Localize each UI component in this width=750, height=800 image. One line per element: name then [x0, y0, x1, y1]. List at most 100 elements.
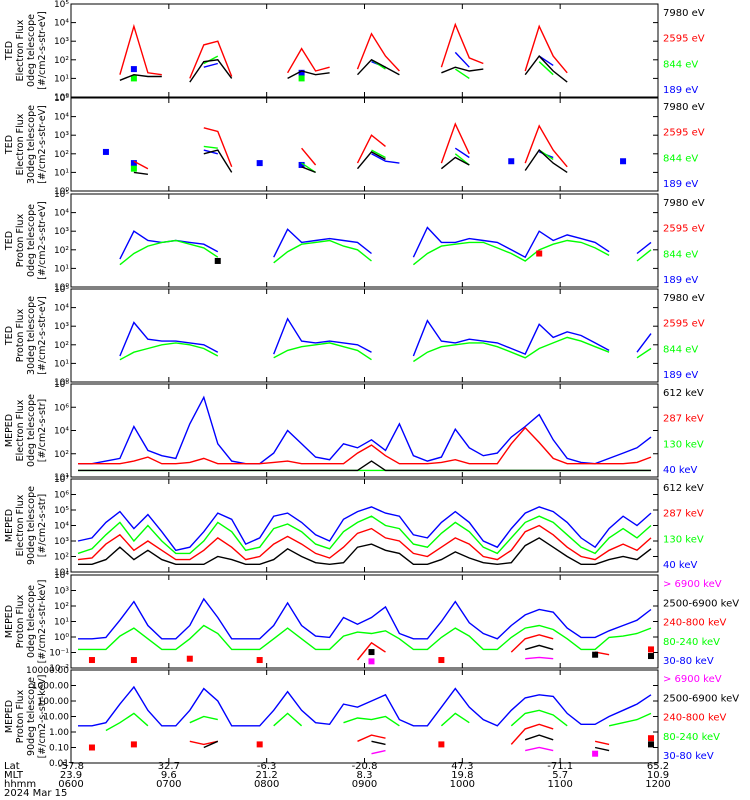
series-point [130, 160, 137, 167]
legend-entry: > 6900 keV [663, 674, 722, 685]
series-line [203, 55, 219, 65]
y-axis-label: 30deg telescope [26, 296, 37, 375]
y-tick-label: 10¹ [54, 264, 69, 274]
series-line [356, 58, 400, 76]
series-line [356, 151, 386, 170]
series-line [343, 715, 400, 727]
series-point [592, 651, 599, 658]
series-point [368, 658, 375, 665]
panel-6: 10¹ 10² 10³ 10⁴ 10⁵ 10⁶ 10⁷ MEPED Electron Flux 9… [4, 475, 704, 578]
y-tick-label: 10² [54, 150, 69, 160]
series-line [371, 749, 386, 755]
series-line [440, 22, 484, 68]
y-tick-label: 10³ [54, 587, 69, 597]
series-line [119, 73, 162, 81]
y-axis-label: Proton Flux [15, 689, 26, 743]
x-axis-value: 1200 [645, 779, 670, 790]
x-axis-value: -71.1 [547, 761, 573, 772]
series-line [133, 171, 148, 175]
y-axis-label: Electron Flux [15, 113, 26, 175]
legend-entry: 612 keV [663, 388, 704, 399]
legend-entry: 189 eV [663, 179, 698, 190]
x-axis-value: 32.7 [158, 761, 180, 772]
y-tick-label: 10⁰ [54, 378, 69, 388]
y-axis-label: Electron Flux [15, 494, 26, 556]
y-axis-label: [#/cm2-s-str-eV] [37, 201, 48, 280]
legend-entry: 2595 eV [663, 34, 705, 45]
legend-entry: 30-80 keV [663, 751, 714, 762]
y-tick-label: 10⁰ [54, 283, 69, 293]
y-tick-label: 10² [54, 246, 69, 256]
y-tick-label: 10⁰ [54, 633, 69, 643]
x-axis-value: 8.3 [357, 770, 373, 781]
series-line [189, 59, 233, 83]
series-point [256, 160, 263, 167]
x-axis-value: 9.6 [161, 770, 177, 781]
series-point [88, 657, 95, 664]
x-axis-value: 10.9 [647, 770, 669, 781]
y-tick-label: 100.00 [38, 697, 70, 707]
series-line [78, 460, 651, 472]
y-tick-label: 1.00 [49, 728, 69, 738]
y-axis-label: [#/cm2-s-str] [37, 399, 48, 462]
x-axis-value: 0600 [58, 779, 83, 790]
series-line [608, 712, 652, 727]
y-axis-label: Proton Flux [15, 594, 26, 648]
y-tick-label: 10³ [54, 322, 69, 332]
legend-entry: 287 keV [663, 509, 704, 520]
panel-7: 10⁻² 10⁻¹ 10⁰ 10¹ 10² 10³ 10⁴ MEPED Proton Flux 0… [4, 571, 739, 674]
x-axis-value: 65.2 [647, 761, 669, 772]
series-line [440, 712, 470, 727]
series-line [203, 149, 233, 173]
series-point [648, 735, 655, 742]
y-axis-label: Electron Flux [15, 19, 26, 81]
series-point [298, 69, 305, 76]
series-line [78, 395, 652, 465]
legend-entry: 240-800 keV [663, 618, 727, 629]
y-tick-label: 10⁶ [54, 491, 69, 501]
y-tick-label: 10⁵ [54, 190, 69, 200]
series-point [130, 165, 137, 172]
x-axis-value: 19.8 [451, 770, 473, 781]
y-tick-label: 10¹ [54, 168, 69, 178]
y-tick-label: 10⁷ [54, 475, 69, 485]
y-axis-label: MEPED [4, 700, 15, 733]
series-line [273, 317, 372, 355]
panel-3: 10⁰ 10¹ 10² 10³ 10⁴ 10⁵ TED Proton Flux 0deg tel… [4, 190, 705, 293]
series-line [286, 47, 330, 74]
series-point [214, 257, 221, 264]
series-line [636, 241, 652, 255]
y-axis-label: [#/cm2-s-str-eV] [37, 11, 48, 90]
y-tick-label: 10¹ [54, 74, 69, 84]
series-line [524, 124, 568, 168]
series-line [77, 506, 652, 552]
series-line [189, 715, 218, 724]
panel-1: 10⁰ 10¹ 10² 10³ 10⁴ 10⁵ TED Electron Flux 0deg t… [4, 0, 705, 103]
y-tick-label: 10¹ [54, 359, 69, 369]
series-line [525, 746, 554, 752]
x-axis-row-label: hhmm [4, 779, 36, 790]
y-tick-label: 0.10 [49, 744, 69, 754]
y-axis-label: MEPED [4, 605, 15, 638]
series-line [356, 32, 400, 72]
y-tick-label: 10³ [54, 37, 69, 47]
series-point [130, 657, 137, 664]
series-line [594, 740, 610, 746]
legend-entry: 189 eV [663, 85, 698, 96]
legend-entry: 612 keV [663, 483, 704, 494]
y-axis-label: Proton Flux [15, 213, 26, 267]
y-tick-label: 10³ [54, 131, 69, 141]
y-tick-label: 10⁻² [49, 664, 69, 674]
legend-entry: 844 eV [663, 153, 698, 164]
x-axis-value: 1100 [547, 779, 572, 790]
legend-entry: > 6900 keV [663, 579, 722, 590]
x-axis-row-label: Lat [4, 761, 20, 772]
y-tick-label: 10⁴ [54, 304, 69, 314]
series-point [368, 649, 375, 656]
date-label: 2024 Mar 15 [4, 788, 67, 799]
series-point [298, 161, 305, 168]
series-line [510, 723, 554, 745]
legend-entry: 844 eV [663, 249, 698, 260]
x-axis-value: -20.8 [352, 761, 378, 772]
